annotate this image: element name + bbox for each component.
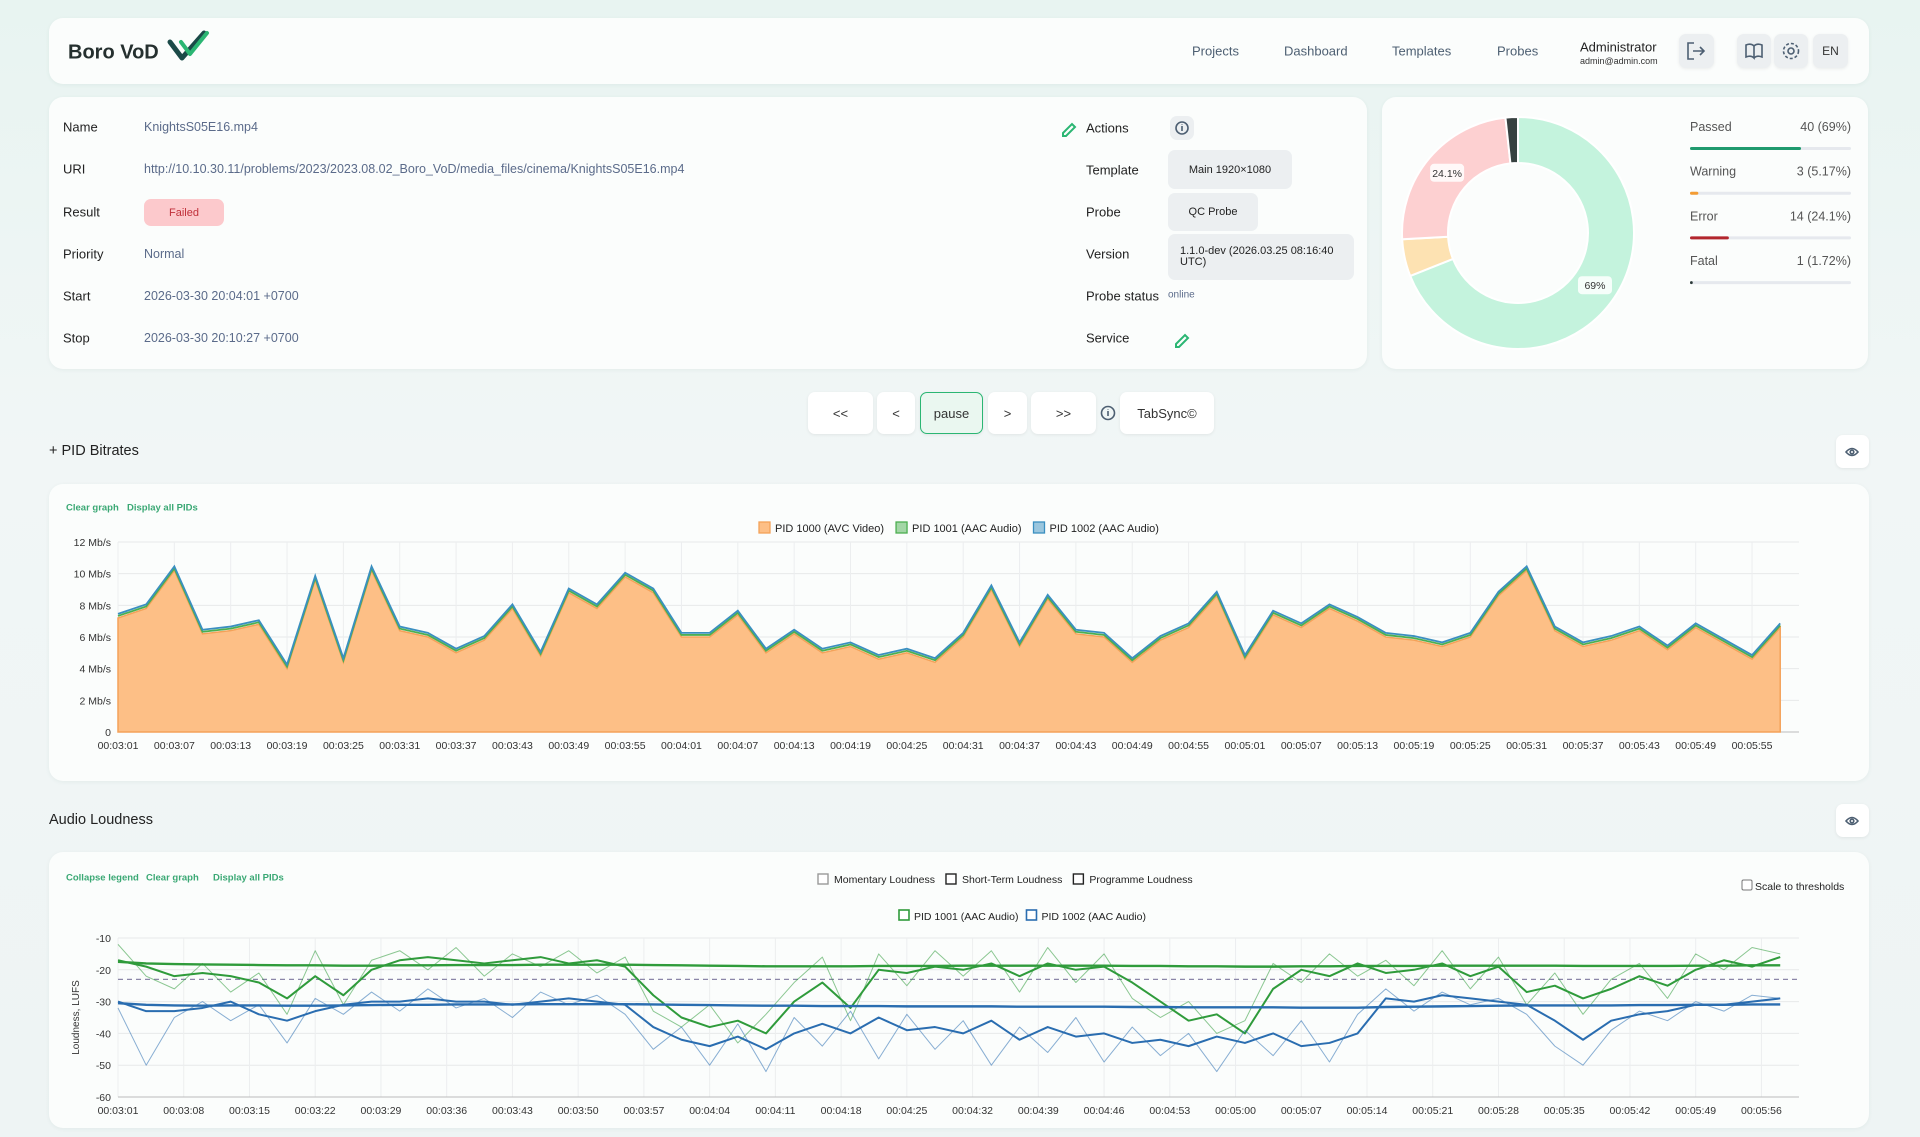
language-button[interactable]: EN — [1813, 34, 1848, 68]
loudness-card — [49, 852, 1869, 1128]
actions-button[interactable] — [1170, 116, 1194, 140]
toggle-visibility[interactable] — [1836, 435, 1869, 468]
chart-link[interactable]: Clear graph — [66, 503, 119, 514]
docs-button[interactable] — [1737, 34, 1771, 68]
details-card — [49, 97, 1367, 369]
probe-value: QC Probe — [1168, 193, 1258, 231]
field-value: 2026-03-30 20:04:01 +0700 — [144, 289, 299, 303]
control-button[interactable]: < — [877, 392, 915, 434]
result-badge: Failed — [144, 199, 224, 226]
control-button[interactable]: > — [988, 392, 1027, 434]
chart-link[interactable]: Display all PIDs — [127, 503, 198, 514]
field-value: Normal — [144, 247, 184, 261]
toggle-visibility[interactable] — [1836, 804, 1869, 837]
logout-button[interactable] — [1679, 34, 1714, 68]
field-label: Start — [63, 289, 90, 304]
control-button[interactable]: pause — [920, 392, 983, 434]
probe-status: online — [1168, 290, 1195, 301]
user-email: admin@admin.com — [1580, 56, 1658, 66]
tabsync-button[interactable]: TabSync© — [1120, 392, 1214, 434]
field-label: Probe status — [1086, 289, 1159, 304]
field-value: 2026-03-30 20:10:27 +0700 — [144, 331, 299, 345]
field-label: URI — [63, 162, 85, 177]
chart-link[interactable]: Clear graph — [146, 873, 199, 884]
chart-link[interactable]: Collapse legend — [66, 873, 139, 884]
nav-link[interactable]: Templates — [1392, 44, 1451, 59]
template-value: Main 1920×1080 — [1168, 150, 1292, 189]
brand[interactable]: Boro VoD — [68, 42, 159, 65]
control-button[interactable]: >> — [1031, 392, 1096, 434]
version-value: 1.1.0-dev (2026.03.25 08:16:40 UTC) — [1168, 234, 1354, 280]
section-title[interactable]: + PID Bitrates — [49, 443, 139, 459]
nav-link[interactable]: Dashboard — [1284, 44, 1348, 59]
scale-toggle[interactable]: Scale to thresholds — [1755, 881, 1844, 893]
settings-button[interactable] — [1774, 34, 1808, 68]
field-label: Version — [1086, 247, 1129, 262]
user-name: Administrator — [1580, 40, 1657, 55]
summary-card — [1382, 97, 1868, 369]
bitrate-card — [49, 484, 1869, 781]
field-label: Service — [1086, 331, 1129, 346]
field-label: Probe — [1086, 205, 1121, 220]
field-value[interactable]: http://10.10.30.11/problems/2023/2023.08… — [144, 162, 684, 176]
field-label: Priority — [63, 247, 103, 262]
field-label: Stop — [63, 331, 90, 346]
nav-link[interactable]: Projects — [1192, 44, 1239, 59]
field-label: Result — [63, 205, 100, 220]
field-label: Name — [63, 120, 98, 135]
section-title: Audio Loudness — [49, 812, 153, 828]
control-button[interactable]: << — [808, 392, 873, 434]
field-label: Template — [1086, 163, 1139, 178]
chart-link[interactable]: Display all PIDs — [213, 873, 284, 884]
field-label: Actions — [1086, 121, 1129, 136]
field-value: KnightsS05E16.mp4 — [144, 120, 258, 134]
nav-link[interactable]: Probes — [1497, 44, 1538, 59]
